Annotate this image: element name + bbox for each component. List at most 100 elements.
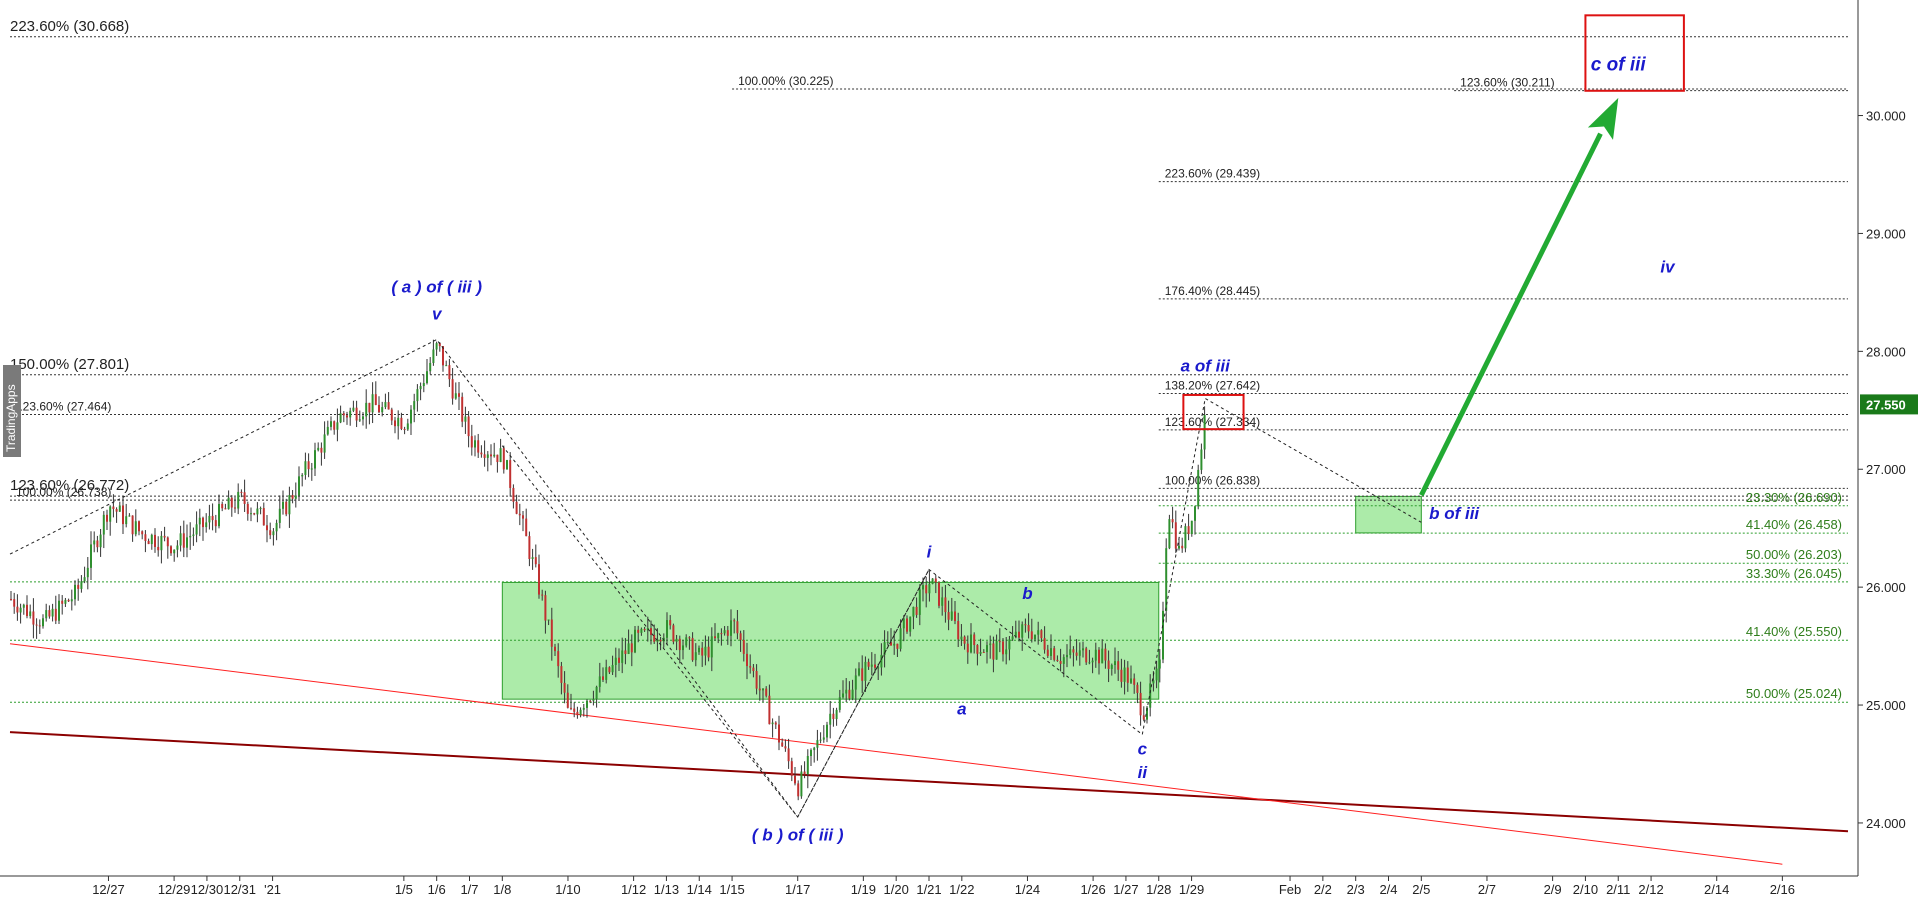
candle-body [22,604,25,608]
candle-body [163,535,166,538]
candle-body [736,621,739,634]
x-tick-label: 1/13 [654,882,679,897]
candle-body [237,491,240,509]
candle-body [451,379,454,399]
x-tick-label: 1/12 [621,882,646,897]
candle-body [70,599,73,602]
candle-body [314,450,316,469]
candle-body [1034,634,1036,640]
candle-body [1117,661,1120,670]
candle-body [490,454,492,457]
y-tick-label: 30.000 [1866,109,1906,124]
candle-body [701,647,704,656]
candle-body [637,629,640,633]
dark-red-trendline [9,731,1849,833]
candle-body [336,422,339,430]
candle-body [1005,649,1008,655]
candle-body [765,688,768,696]
candle-body [435,343,438,350]
candle-body [1136,684,1139,693]
candle-body [365,402,368,417]
candle-body [669,620,672,626]
candle-body [886,642,889,644]
candle-body [880,654,883,668]
candle-body [653,634,656,642]
candle-body [1088,662,1091,664]
x-tick-label: 1/27 [1113,882,1138,897]
x-tick-label: '21 [264,882,281,897]
candle-body [384,402,387,408]
x-tick-label: 2/12 [1638,882,1663,897]
candle-body [182,533,185,548]
candle-body [243,492,246,504]
x-tick-label: 12/29 [158,882,191,897]
candle-body [144,534,147,541]
candle-body [1037,630,1040,635]
candle-body [838,697,841,710]
candle-body [13,599,16,607]
candle-body [374,394,377,405]
candle-body [198,517,201,525]
candle-body [726,630,729,636]
candle-body [400,417,403,429]
wave-label: c [1138,740,1148,759]
candle-body [1046,649,1049,656]
candle-body [288,495,291,515]
candle-body [947,612,950,620]
candle-body [640,628,643,633]
candle-body [499,448,502,463]
candle-body [320,447,323,453]
candle-body [304,461,307,475]
candle-body [522,515,524,519]
candle-body [912,606,915,617]
wave-label: i [927,543,933,562]
red-trendline [9,643,1783,865]
fib-label: 41.40% (25.550) [1746,624,1842,639]
candle-body [1002,641,1004,655]
candle-body [589,700,592,702]
candle-body [528,536,531,559]
candle-body [896,643,899,649]
candle-body [1190,520,1193,535]
candle-body [1056,659,1059,661]
fib-label: 100.00% (26.838) [1165,473,1260,487]
candle-body [1014,631,1017,637]
candle-body [342,413,345,416]
candle-body [1027,625,1030,632]
candle-body [317,447,320,451]
candle-body [563,682,566,693]
candle-body [397,417,400,427]
candle-body [675,638,678,642]
candle-body [643,628,646,631]
candle-body [246,503,249,514]
candle-body [278,508,281,523]
candle-body [147,540,150,545]
candle-body [330,421,332,427]
candle-body [16,606,19,613]
candle-body [115,509,118,512]
candle-body [586,700,588,708]
candle-body [1114,661,1116,666]
candle-body [976,645,979,654]
x-tick-label: 1/24 [1015,882,1040,897]
candle-body [1123,667,1126,682]
candle-body [570,707,572,709]
candle-body [378,404,380,413]
candle-body [102,514,105,535]
candle-body [557,651,560,667]
candle-body [928,583,931,594]
candle-body [918,589,921,615]
x-tick-label: 1/21 [916,882,941,897]
candle-body [627,643,630,654]
candle-body [925,585,928,594]
candle-body [509,460,512,488]
candle-body [1098,649,1100,664]
candle-body [51,608,54,617]
candle-body [630,643,633,653]
y-axis-panel [1858,0,1920,899]
candle-body [1168,519,1171,549]
candle-body [893,643,896,646]
candle-body [458,393,460,397]
candle-body [109,506,112,522]
